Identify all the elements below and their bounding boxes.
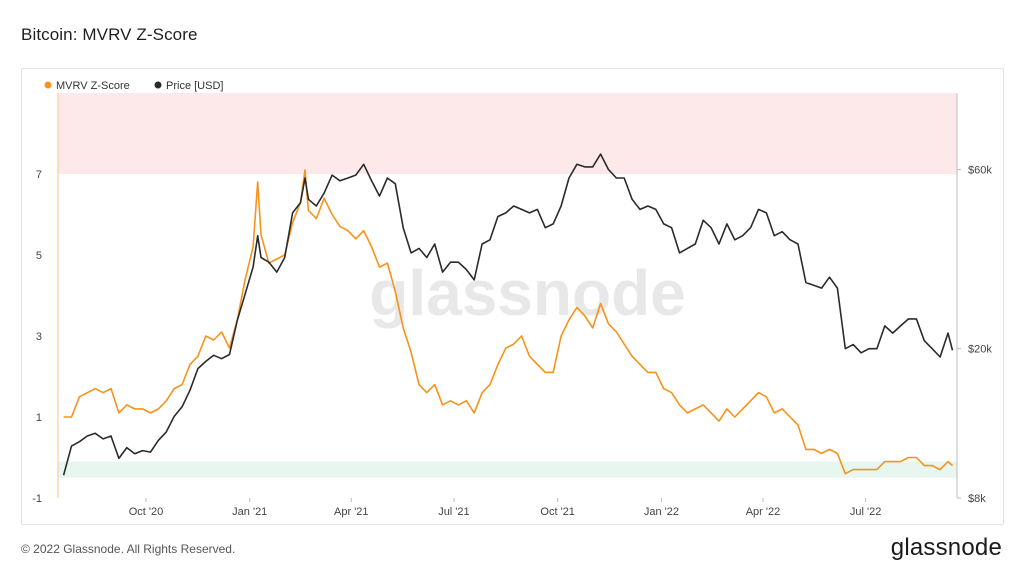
copyright-text: © 2022 Glassnode. All Rights Reserved. [21,542,236,556]
y-left-tick-label: 3 [36,331,42,343]
series-line-price-usd [62,153,954,476]
chart-title: Bitcoin: MVRV Z-Score [21,25,198,44]
y-right-tick-label: $20k [968,344,992,356]
y-right-tick-label: $60k [968,165,992,177]
legend-dot-price-usd [154,81,162,89]
x-tick-label: Jul '22 [850,506,881,518]
x-tick-label: Oct '21 [540,506,575,518]
legend-dot-mvrv-zscore [44,81,52,89]
y-right-tick-label: $8k [968,493,986,505]
x-tick-label: Jan '22 [644,506,679,518]
watermark-text: glassnode [369,257,686,329]
glassnode-logo[interactable]: glassnode [890,534,1002,561]
x-tick-label: Jul '21 [438,506,469,518]
y-left-tick-label: 7 [36,169,42,181]
x-tick-label: Apr '21 [334,506,369,518]
y-left-tick-label: 1 [36,412,42,424]
x-tick-label: Apr '22 [746,506,781,518]
x-tick-label: Oct '20 [129,506,164,518]
chart-panel: glassnode -1 1 3 5 7 $8k $20k $60k Oct '20 Jan '21… [21,68,1004,525]
y-left-tick-label: -1 [32,493,42,505]
undervalued-zone [58,461,957,478]
overvalued-zone [58,93,957,174]
x-tick-label: Jan '21 [232,506,267,518]
y-left-tick-label: 5 [36,250,42,262]
legend-label-mvrv-zscore: MVRV Z-Score [56,80,130,92]
legend-label-price-usd: Price [USD] [166,80,223,92]
mvrv-zscore-chart: glassnode -1 1 3 5 7 $8k $20k $60k Oct '20 Jan '21… [32,80,992,518]
series-line-mvrv-zscore [63,169,954,475]
